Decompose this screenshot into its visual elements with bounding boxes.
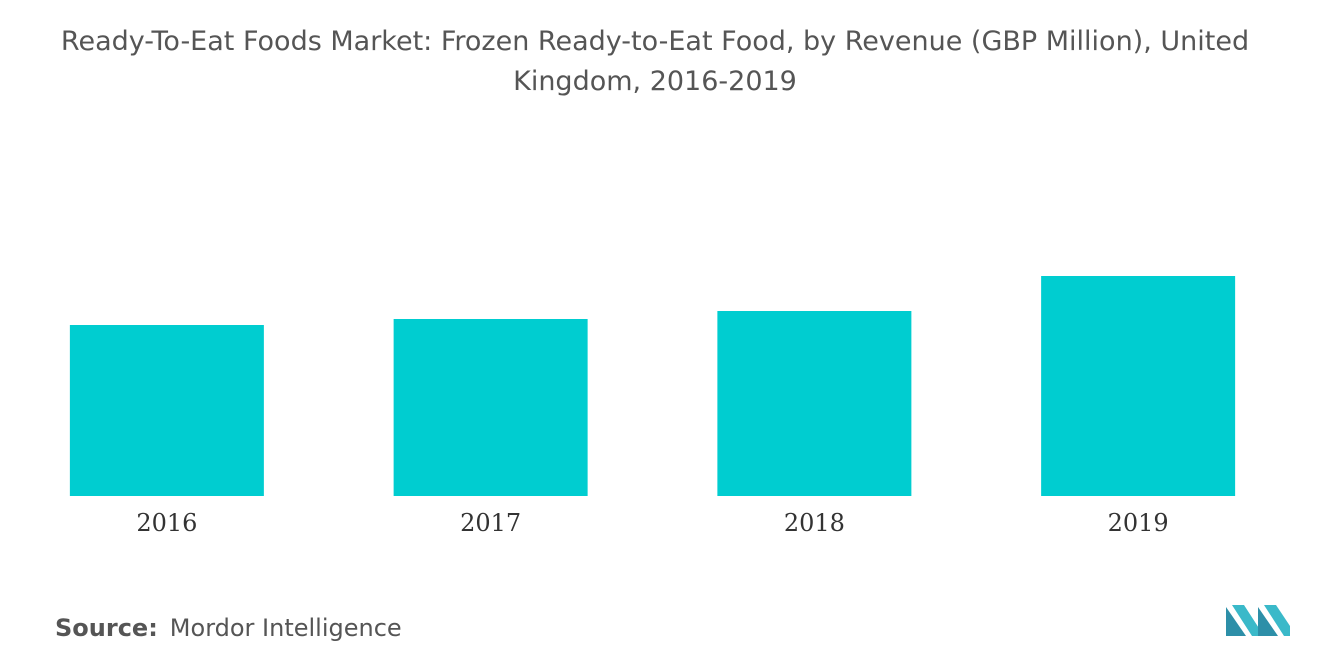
bar — [69, 325, 264, 496]
source-text: Mordor Intelligence — [170, 614, 402, 642]
logo — [1226, 605, 1290, 636]
bar — [717, 311, 912, 496]
source-label: Source: — [55, 614, 158, 642]
bar — [393, 319, 588, 496]
x-tick-label: 2019 — [1108, 509, 1169, 537]
source: Source: Mordor Intelligence — [55, 614, 402, 642]
x-tick-label: 2016 — [136, 509, 197, 537]
bar — [1041, 276, 1236, 496]
chart-title: Ready-To-Eat Foods Market: Frozen Ready-… — [60, 26, 1250, 97]
x-tick-label: 2017 — [460, 509, 521, 537]
x-tick-label: 2018 — [784, 509, 845, 537]
